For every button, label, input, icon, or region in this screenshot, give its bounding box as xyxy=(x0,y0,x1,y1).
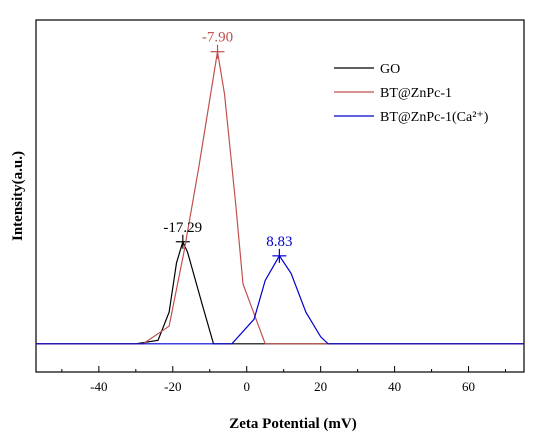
x-tick-label: -20 xyxy=(164,379,181,394)
peak-label-1: -7.90 xyxy=(202,30,233,46)
series-line-1 xyxy=(36,51,524,345)
legend-label-go: GO xyxy=(380,62,400,77)
x-tick-label: 20 xyxy=(314,379,327,394)
peak-label-2: 8.83 xyxy=(266,234,292,250)
plot-frame xyxy=(35,19,525,373)
x-tick-label: 0 xyxy=(243,379,250,394)
series-line-2 xyxy=(36,254,524,345)
peak-labels-layer: -17.29 -7.90 8.83 xyxy=(163,30,292,250)
y-axis-title: Intensity(a.u.) xyxy=(10,151,26,241)
series-line-0 xyxy=(36,240,524,345)
legend: GO BT@ZnPc-1 BT@ZnPc-1(Ca²⁺) xyxy=(334,62,489,125)
x-tick-label: 40 xyxy=(388,379,401,394)
x-axis-title: Zeta Potential (mV) xyxy=(229,416,356,432)
peak-label-0: -17.29 xyxy=(163,220,202,236)
x-tick-label: -40 xyxy=(90,379,107,394)
x-tick-label: 60 xyxy=(462,379,475,394)
legend-label-bt-znpc-1-ca: BT@ZnPc-1(Ca²⁺) xyxy=(380,110,489,125)
x-axis-ticks: -40 -20 0 20 40 60 xyxy=(61,366,507,394)
series-layer xyxy=(36,44,524,345)
legend-label-bt-znpc-1: BT@ZnPc-1 xyxy=(380,86,452,101)
